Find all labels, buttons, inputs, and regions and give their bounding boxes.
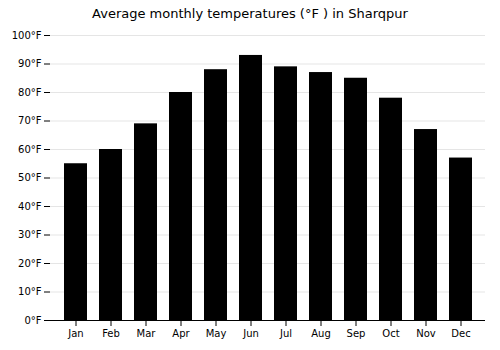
svg-text:70°F: 70°F — [18, 115, 42, 126]
svg-text:30°F: 30°F — [18, 229, 42, 240]
svg-text:20°F: 20°F — [18, 258, 42, 269]
svg-text:Feb: Feb — [102, 328, 120, 339]
svg-text:100°F: 100°F — [12, 30, 42, 41]
svg-text:Mar: Mar — [137, 328, 157, 339]
svg-text:Aug: Aug — [311, 328, 331, 339]
svg-text:Jun: Jun — [242, 328, 259, 339]
svg-text:Jan: Jan — [67, 328, 83, 339]
svg-text:50°F: 50°F — [18, 172, 42, 183]
svg-text:Jul: Jul — [279, 328, 292, 339]
svg-text:May: May — [206, 328, 227, 339]
svg-text:0°F: 0°F — [24, 315, 41, 326]
html-text:Average monthly temperatures (: Average monthly temperatures (°F ) in Sh… — [92, 6, 408, 21]
svg-text:Dec: Dec — [451, 328, 470, 339]
svg-text:40°F: 40°F — [18, 201, 42, 212]
svg-text:60°F: 60°F — [18, 144, 42, 155]
svg-text:Apr: Apr — [172, 328, 190, 339]
svg-text:10°F: 10°F — [18, 286, 42, 297]
svg-text:Oct: Oct — [382, 328, 399, 339]
svg-text:80°F: 80°F — [18, 87, 42, 98]
svg-text:Sep: Sep — [347, 328, 366, 339]
svg-text:Nov: Nov — [416, 328, 436, 339]
svg-text:90°F: 90°F — [18, 58, 42, 69]
